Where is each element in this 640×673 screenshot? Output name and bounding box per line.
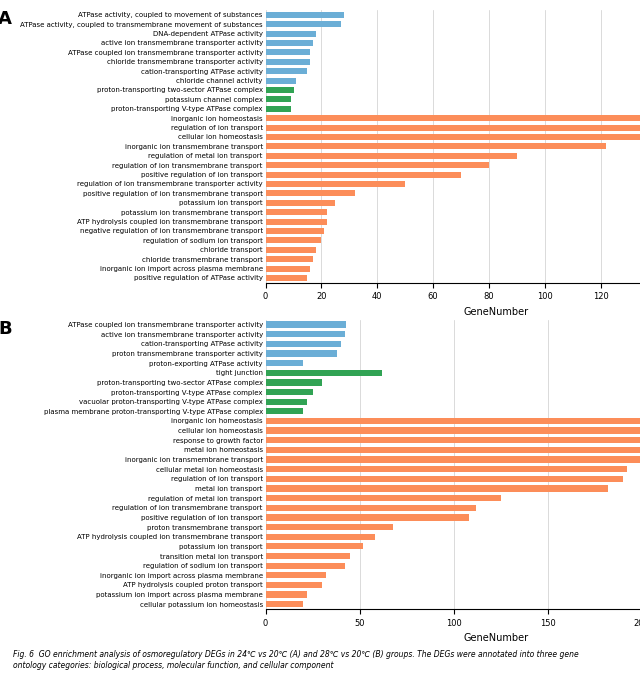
Bar: [266, 87, 294, 93]
Bar: [266, 592, 307, 598]
Bar: [266, 115, 640, 121]
Bar: [266, 172, 461, 178]
Bar: [266, 563, 344, 569]
Bar: [266, 275, 307, 281]
Bar: [266, 409, 303, 415]
Bar: [266, 162, 489, 168]
X-axis label: GeneNumber: GeneNumber: [463, 633, 529, 643]
Bar: [266, 418, 640, 424]
Bar: [266, 369, 382, 376]
Bar: [266, 495, 500, 501]
Bar: [266, 96, 291, 102]
Bar: [266, 485, 608, 491]
Bar: [266, 125, 640, 131]
Bar: [266, 456, 640, 462]
Bar: [266, 514, 468, 520]
Bar: [266, 351, 337, 357]
Bar: [266, 30, 316, 36]
Bar: [266, 437, 640, 444]
Bar: [266, 143, 606, 149]
Bar: [266, 11, 344, 18]
Bar: [266, 534, 374, 540]
Bar: [266, 190, 355, 197]
Bar: [266, 447, 640, 453]
Bar: [266, 398, 307, 404]
Bar: [266, 524, 394, 530]
Bar: [266, 466, 627, 472]
Bar: [266, 256, 313, 262]
Bar: [266, 77, 296, 83]
Text: A: A: [0, 10, 12, 28]
Bar: [266, 322, 346, 328]
Bar: [266, 389, 312, 395]
Bar: [266, 134, 640, 140]
Bar: [266, 21, 341, 27]
Bar: [266, 572, 326, 578]
Bar: [266, 331, 344, 337]
Bar: [266, 476, 623, 482]
Bar: [266, 238, 321, 244]
Bar: [266, 427, 640, 433]
Bar: [266, 505, 476, 511]
Bar: [266, 153, 517, 159]
Bar: [266, 200, 335, 206]
Bar: [266, 40, 313, 46]
Bar: [266, 219, 327, 225]
Bar: [266, 228, 324, 234]
Bar: [266, 209, 327, 215]
Bar: [266, 360, 303, 366]
Bar: [266, 49, 310, 55]
Bar: [266, 68, 307, 74]
Bar: [266, 247, 316, 253]
X-axis label: GeneNumber: GeneNumber: [463, 307, 529, 317]
Bar: [266, 380, 322, 386]
Bar: [266, 106, 291, 112]
Text: Fig. 6  GO enrichment analysis of osmoregulatory DEGs in 24℃ vs 20℃ (A) and 28℃ : Fig. 6 GO enrichment analysis of osmoreg…: [13, 650, 579, 670]
Bar: [266, 601, 303, 607]
Bar: [266, 543, 364, 549]
Bar: [266, 341, 341, 347]
Bar: [266, 582, 322, 588]
Bar: [266, 553, 350, 559]
Bar: [266, 59, 310, 65]
Bar: [266, 266, 310, 272]
Bar: [266, 181, 405, 187]
Text: B: B: [0, 320, 12, 338]
